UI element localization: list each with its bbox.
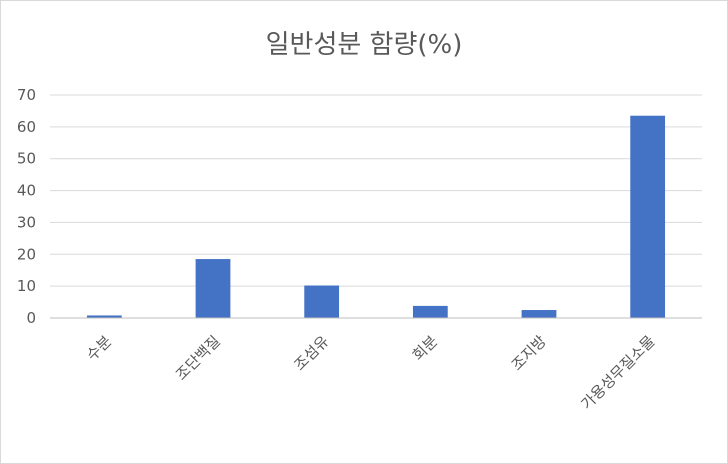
y-tick-label-40: 40 <box>17 182 36 200</box>
y-tick-label-50: 50 <box>17 150 36 168</box>
bar-3 <box>412 305 448 318</box>
y-tick-label-60: 60 <box>17 118 36 136</box>
x-category-label-4: 조지방 <box>508 332 550 374</box>
bar-1 <box>195 259 231 318</box>
y-axis-tick-labels: 0 10 20 30 40 50 60 70 <box>17 86 36 327</box>
x-category-label-0: 수분 <box>83 332 115 364</box>
bar-4 <box>521 310 557 318</box>
y-tick-label-30: 30 <box>17 213 36 231</box>
x-category-label-2: 조섬유 <box>290 332 332 374</box>
y-tick-label-10: 10 <box>17 277 36 295</box>
bar-5 <box>630 115 666 318</box>
chart-title: 일반성분 함량(%) <box>266 30 463 60</box>
bar-2 <box>304 285 340 318</box>
x-category-label-5: 가용성무질소물 <box>577 332 658 413</box>
x-category-label-1: 조단백질 <box>172 332 224 384</box>
bars <box>86 115 666 318</box>
x-category-label-3: 회분 <box>409 332 441 364</box>
x-axis-category-labels: 수분 조단백질 조섬유 회분 조지방 가용성무질소물 <box>83 332 659 413</box>
y-tick-label-70: 70 <box>17 86 36 104</box>
y-tick-label-0: 0 <box>26 309 36 327</box>
y-tick-label-20: 20 <box>17 245 36 263</box>
bar-0 <box>86 315 122 318</box>
gridlines <box>50 94 702 287</box>
